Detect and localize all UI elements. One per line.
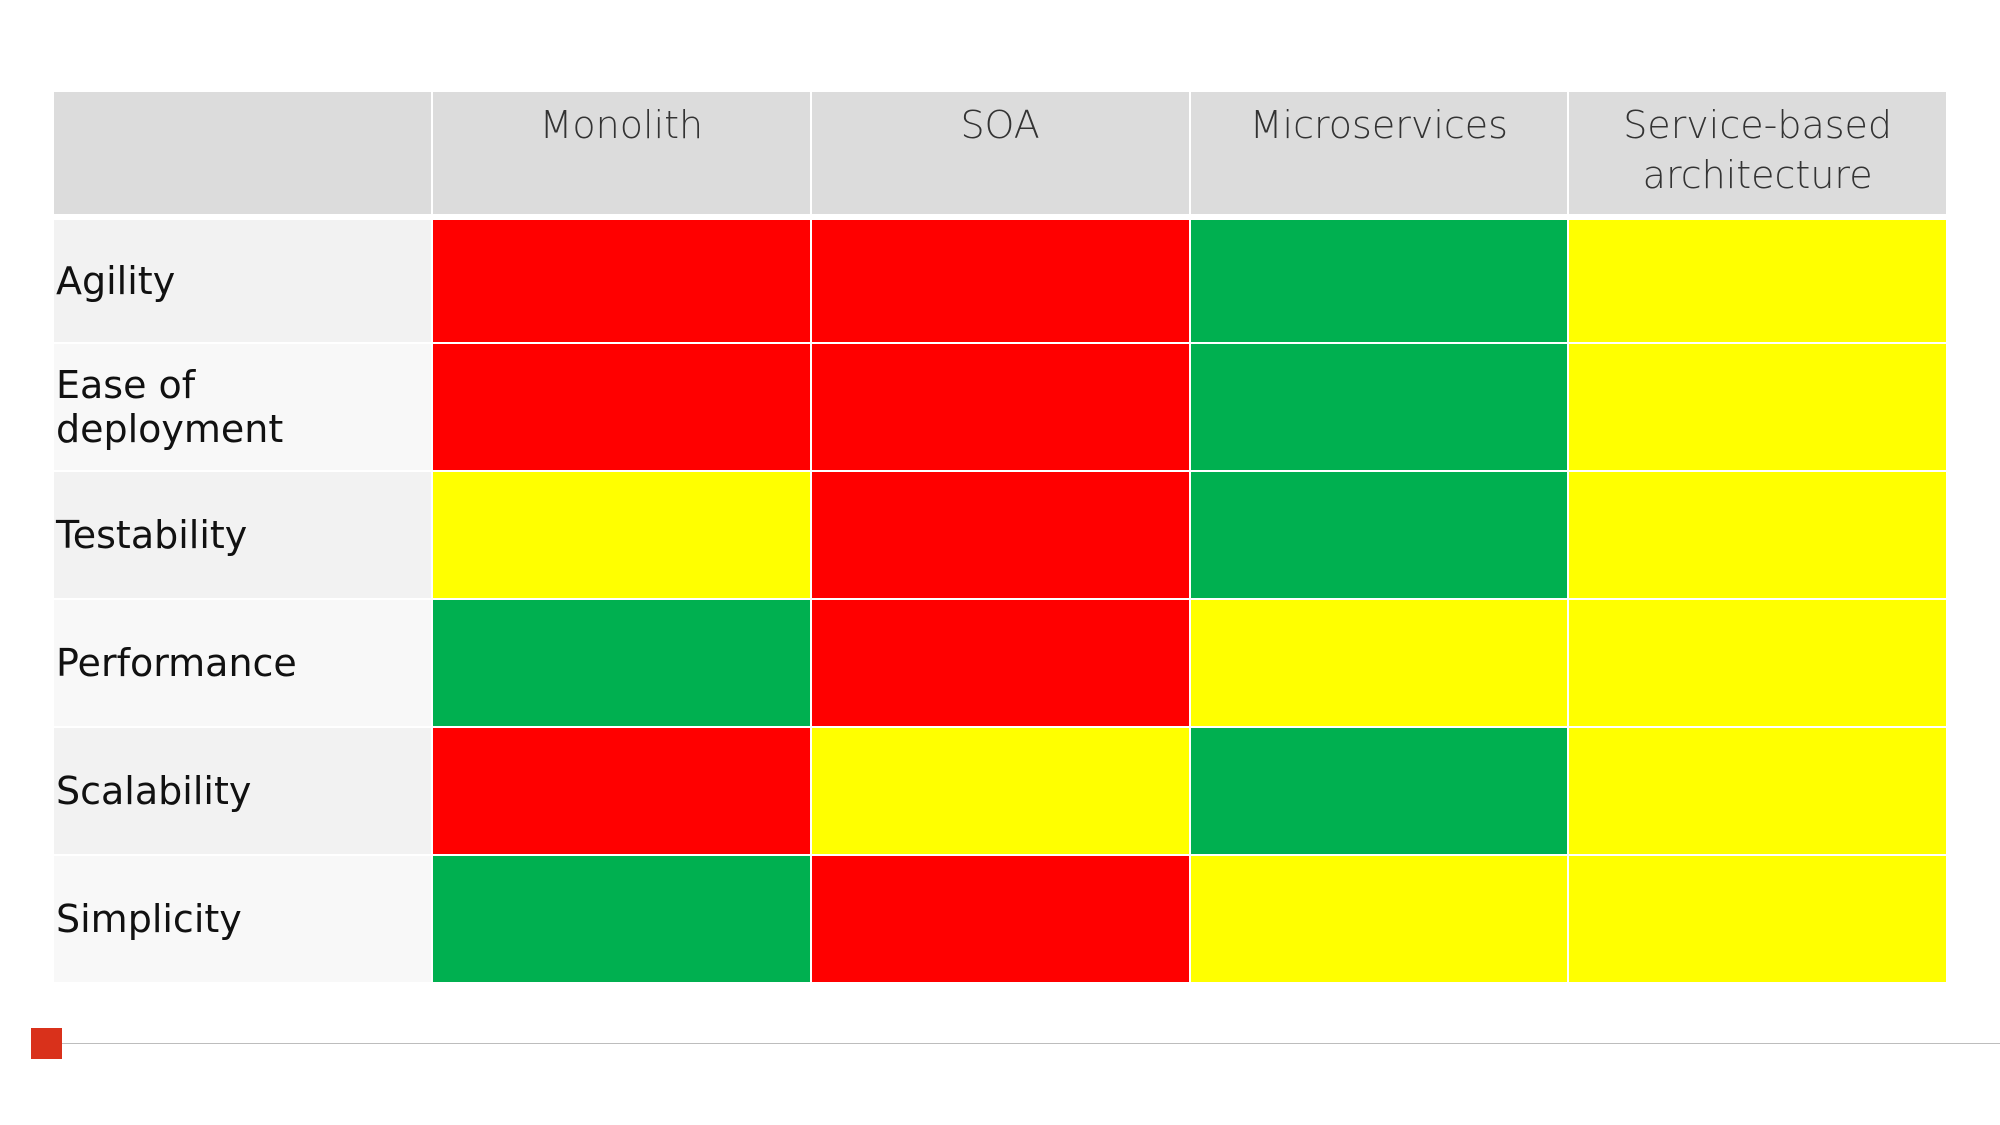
slide-marker <box>31 1028 62 1059</box>
column-header: SOA <box>811 92 1189 214</box>
rating-cell <box>1569 728 1946 854</box>
column-header: Monolith <box>433 92 810 214</box>
rating-cell <box>811 220 1189 342</box>
rating-cell <box>1190 728 1568 854</box>
row-label: Simplicity <box>54 856 431 982</box>
row-label: Testability <box>54 472 431 598</box>
header-corner <box>54 92 431 214</box>
rating-cell <box>1569 600 1946 726</box>
rating-cell <box>811 728 1189 854</box>
row-label: Scalability <box>54 728 431 854</box>
rating-cell <box>433 600 810 726</box>
rating-cell <box>1569 220 1946 342</box>
rating-cell <box>1190 344 1568 470</box>
rating-cell <box>1190 856 1568 982</box>
column-header: Microservices <box>1190 92 1568 214</box>
row-label: Ease of deployment <box>54 344 431 470</box>
rating-cell <box>1569 472 1946 598</box>
rating-cell <box>433 472 810 598</box>
row-label: Agility <box>54 220 431 342</box>
rating-cell <box>433 728 810 854</box>
row-label: Performance <box>54 600 431 726</box>
rating-cell <box>433 856 810 982</box>
rating-cell <box>1190 600 1568 726</box>
rating-cell <box>811 600 1189 726</box>
comparison-table: Monolith SOA Microservices Service-based ar… <box>54 92 1946 982</box>
footer-rule <box>62 1043 2000 1044</box>
rating-cell <box>433 220 810 342</box>
rating-cell <box>811 344 1189 470</box>
rating-cell <box>1569 344 1946 470</box>
rating-cell <box>811 472 1189 598</box>
rating-cell <box>1190 472 1568 598</box>
rating-cell <box>433 344 810 470</box>
rating-cell <box>811 856 1189 982</box>
rating-cell <box>1569 856 1946 982</box>
rating-cell <box>1190 220 1568 342</box>
column-header: Service-based architecture <box>1569 92 1946 214</box>
